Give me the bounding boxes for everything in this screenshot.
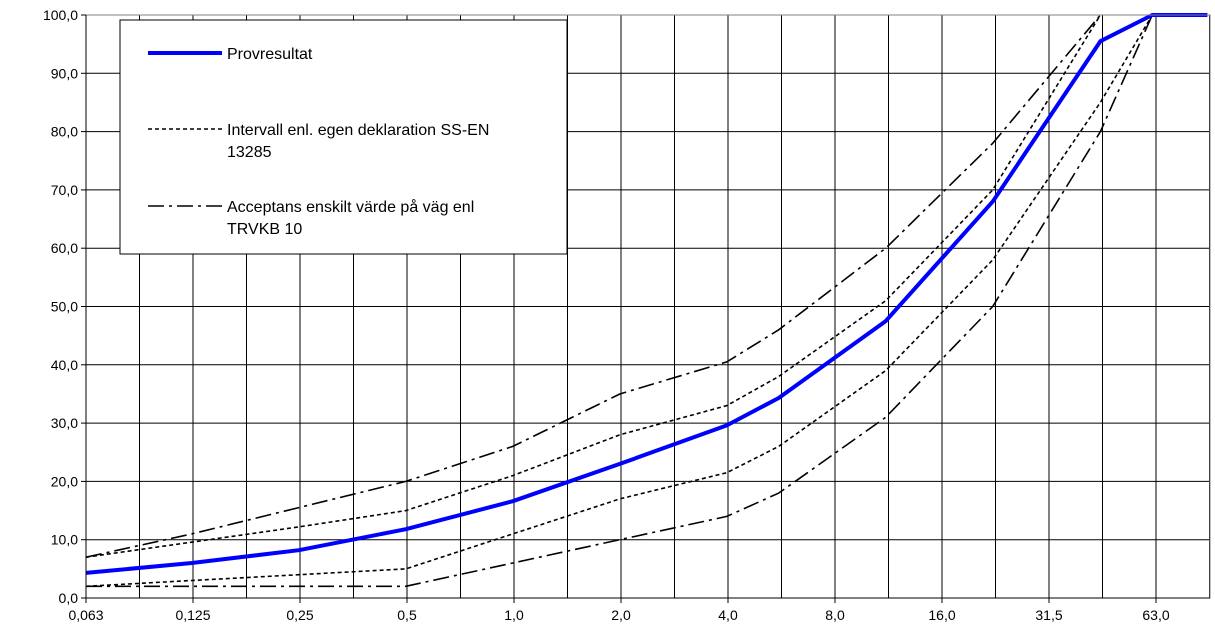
y-tick-label: 30,0 [51, 415, 78, 431]
x-tick-label: 8,0 [825, 607, 845, 623]
series-line-dash-dot-3 [85, 14, 1102, 558]
y-tick-label: 40,0 [51, 357, 78, 373]
y-tick-label: 50,0 [51, 299, 78, 315]
x-tick-label: 4,0 [718, 607, 738, 623]
y-tick-label: 90,0 [51, 65, 78, 81]
x-tick-label: 0,5 [397, 607, 417, 623]
legend-label: Provresultat [227, 46, 313, 63]
legend-label: Acceptans enskilt värde på väg enl [227, 198, 474, 216]
x-tick-label: 0,25 [286, 607, 313, 623]
series-line-dashed-2 [85, 14, 1153, 588]
x-tick-label: 0,125 [175, 607, 210, 623]
y-tick-label: 100,0 [43, 7, 78, 23]
series-line-dash-dot-4 [86, 14, 1154, 588]
y-tick-label: 80,0 [51, 124, 78, 140]
x-tick-label: 31,5 [1035, 607, 1062, 623]
y-tick-label: 0,0 [59, 590, 79, 606]
legend-label: 13285 [227, 144, 272, 161]
series-line-dashed-1 [85, 14, 1102, 558]
y-tick-label: 10,0 [51, 532, 78, 548]
axis-layer: 0,0 10,0 20,0 30,0 40,0 50,0 60,0 70,0 80,0 90,0 1… [43, 7, 1211, 623]
x-tick-label: 1,0 [504, 607, 524, 623]
legend-box [119, 19, 568, 255]
x-tick-label: 0,063 [68, 607, 103, 623]
series-layer [85, 13, 1208, 588]
y-tick-label: 70,0 [51, 182, 78, 198]
y-tick-label: 20,0 [51, 473, 78, 489]
x-tick-label: 63,0 [1142, 607, 1169, 623]
y-tick-label: 60,0 [51, 240, 78, 256]
x-tick-label: 2,0 [611, 607, 631, 623]
series-line-provresultat [85, 13, 1208, 575]
legend-label: Intervall enl. egen deklaration SS-EN [227, 122, 489, 139]
legend: Provresultat Intervall enl. egen deklarat… [119, 19, 568, 255]
legend-label: TRVKB 10 [227, 221, 302, 238]
x-tick-label: 16,0 [928, 607, 955, 623]
